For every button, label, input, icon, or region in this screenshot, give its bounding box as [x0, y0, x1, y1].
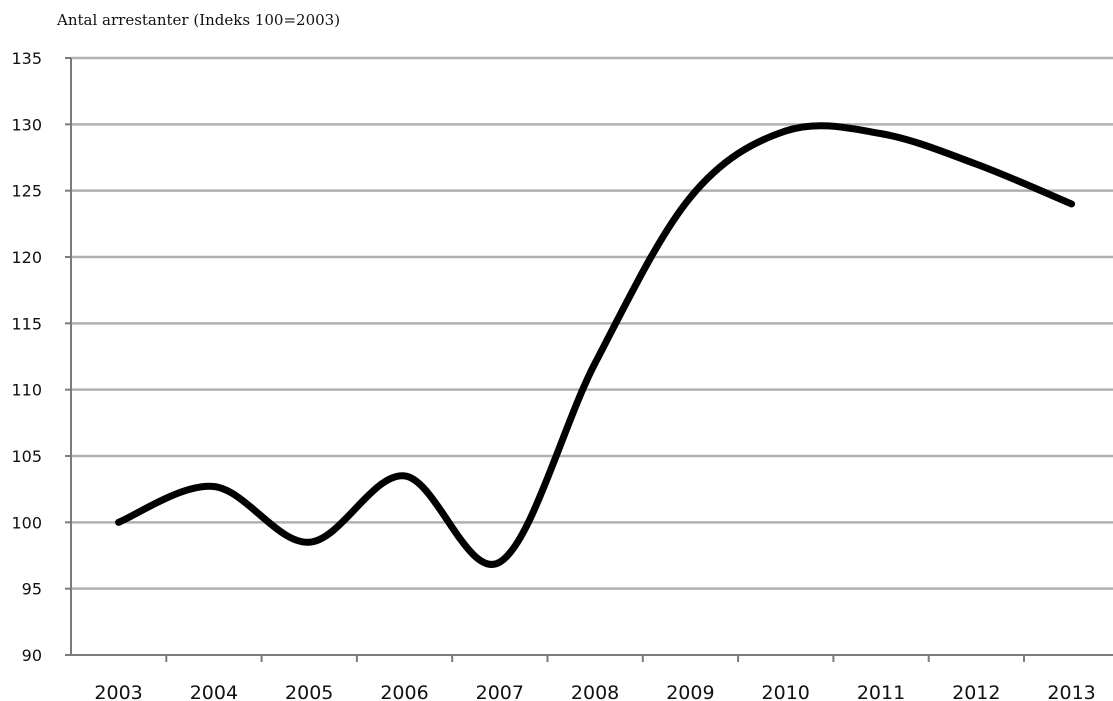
x-tick-label-2010: 2010: [762, 682, 810, 701]
data-point-2013: [1068, 200, 1075, 207]
x-tick-label-2008: 2008: [571, 682, 619, 701]
data-point-2010: [782, 127, 789, 134]
x-tick-label-2003: 2003: [94, 682, 142, 701]
y-axis-label: Antal arrestanter (Indeks 100=2003): [56, 11, 340, 29]
data-point-2007: [496, 559, 503, 566]
y-tick-label-125: 125: [11, 182, 42, 201]
data-point-2009: [687, 194, 694, 201]
x-tick-label-2011: 2011: [857, 682, 905, 701]
x-tick-label-2004: 2004: [190, 682, 238, 701]
data-point-2004: [210, 483, 217, 490]
data-point-2003: [115, 519, 122, 526]
x-tick-label-2006: 2006: [380, 682, 428, 701]
series-line-0: [115, 122, 1076, 568]
gridlines: [71, 56, 1113, 590]
x-tick-label-2009: 2009: [666, 682, 714, 701]
data-point-2006: [401, 472, 408, 479]
y-tick-label-120: 120: [11, 248, 42, 267]
x-tick-label-2012: 2012: [952, 682, 1000, 701]
x-tick-label-2007: 2007: [476, 682, 524, 701]
x-tick-label-2013: 2013: [1047, 682, 1095, 701]
y-tick-labels: 90 95 100 105 110 115 120 125 130 135: [11, 49, 42, 665]
y-tick-label-90: 90: [22, 646, 42, 665]
data-point-2011: [878, 130, 885, 137]
x-tick-label-2005: 2005: [285, 682, 333, 701]
y-tick-label-100: 100: [11, 513, 42, 532]
y-tick-label-95: 95: [22, 580, 42, 599]
x-tick-labels: 2003 2004 2005 2006 2007 2008 2009 2010 2011 2012…: [94, 682, 1095, 701]
series-layer: [115, 122, 1076, 568]
y-tick-label-115: 115: [11, 314, 42, 333]
y-tick-label-130: 130: [11, 115, 42, 134]
data-point-2008: [592, 360, 599, 367]
data-point-2012: [973, 161, 980, 168]
y-tick-label-135: 135: [11, 49, 42, 68]
axes: [65, 57, 1113, 662]
data-point-2005: [306, 539, 313, 546]
y-tick-label-110: 110: [11, 381, 42, 400]
y-tick-label-105: 105: [11, 447, 42, 466]
